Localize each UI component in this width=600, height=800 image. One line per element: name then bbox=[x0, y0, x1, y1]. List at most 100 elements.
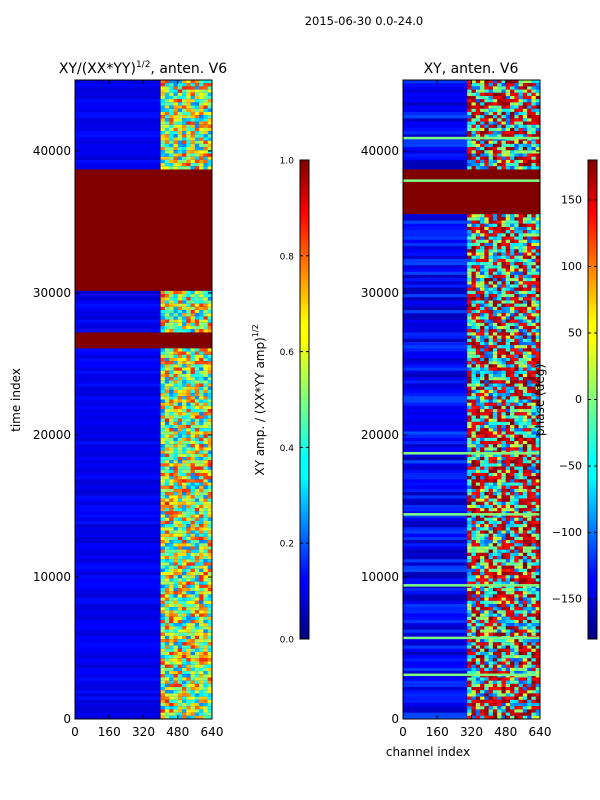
heatmap-cell bbox=[522, 80, 528, 84]
heatmap-cell bbox=[535, 163, 541, 167]
heatmap-cell bbox=[531, 329, 537, 333]
heatmap-cell bbox=[182, 86, 187, 91]
heatmap-cell bbox=[475, 300, 481, 305]
heatmap-cell-row bbox=[75, 434, 212, 439]
heatmap-cell bbox=[527, 249, 532, 254]
heatmap-cell bbox=[484, 332, 489, 337]
heatmap-cell bbox=[514, 156, 519, 161]
heatmap-cell bbox=[467, 252, 472, 257]
heatmap-cell-row bbox=[75, 626, 212, 631]
heatmap-cell bbox=[510, 549, 515, 554]
heatmap-cell bbox=[199, 108, 204, 113]
heatmap-cell bbox=[203, 619, 209, 624]
heatmap-cell bbox=[173, 143, 179, 148]
heatmap-cell bbox=[203, 163, 209, 167]
heatmap-cell bbox=[492, 150, 498, 154]
heatmap-cell bbox=[203, 444, 209, 448]
heatmap-cell bbox=[501, 623, 507, 627]
heatmap-cell bbox=[173, 386, 179, 391]
heatmap-cell bbox=[488, 594, 494, 599]
heatmap-cell bbox=[182, 402, 187, 407]
heatmap-cell bbox=[186, 89, 191, 94]
heatmap-cell bbox=[518, 361, 524, 365]
heatmap-cell bbox=[484, 485, 489, 490]
heatmap-cell bbox=[186, 140, 191, 145]
heatmap-cell bbox=[497, 603, 502, 608]
heatmap-cell bbox=[497, 111, 502, 116]
heatmap-cell bbox=[475, 447, 481, 452]
heatmap-cell bbox=[199, 163, 204, 167]
heatmap-cell bbox=[471, 121, 477, 126]
heatmap-cell bbox=[203, 517, 209, 522]
heatmap-cell-row bbox=[75, 380, 212, 385]
heatmap-cell bbox=[514, 278, 519, 282]
heatmap-cell bbox=[190, 83, 196, 87]
heatmap-cell bbox=[527, 623, 532, 627]
heatmap-cell bbox=[199, 303, 204, 308]
heatmap-cell bbox=[527, 418, 532, 423]
heatmap-cell bbox=[522, 284, 528, 289]
heatmap-cell bbox=[203, 533, 209, 538]
heatmap-cell bbox=[531, 389, 537, 394]
heatmap-cell bbox=[484, 377, 489, 381]
heatmap-cell bbox=[164, 642, 170, 647]
heatmap-cell bbox=[160, 460, 166, 464]
heatmap-cell bbox=[475, 357, 481, 362]
heatmap-cell bbox=[531, 597, 537, 602]
heatmap-cell bbox=[497, 316, 502, 321]
heatmap-cell bbox=[480, 361, 485, 365]
heatmap-cell-row bbox=[75, 565, 212, 570]
heatmap-cell bbox=[207, 300, 213, 305]
heatmap-cell bbox=[164, 150, 170, 154]
heatmap-cell bbox=[169, 520, 174, 525]
heatmap-cell bbox=[535, 619, 541, 624]
heatmap-cell-row bbox=[75, 303, 212, 308]
heatmap-cell bbox=[497, 402, 502, 407]
heatmap-cell bbox=[535, 335, 541, 340]
heatmap-cell bbox=[531, 214, 537, 218]
heatmap-cell-row bbox=[75, 562, 212, 567]
heatmap-cell bbox=[182, 89, 187, 94]
heatmap-cell bbox=[480, 92, 485, 97]
heatmap-cell bbox=[160, 399, 166, 404]
heatmap-cell bbox=[164, 377, 170, 381]
heatmap-cell bbox=[522, 236, 528, 241]
heatmap-cell bbox=[160, 607, 166, 611]
heatmap-cell bbox=[505, 549, 511, 554]
heatmap-cell bbox=[169, 329, 174, 333]
heatmap-cell-row bbox=[75, 450, 212, 455]
heatmap-cell bbox=[177, 597, 183, 602]
heatmap-cell bbox=[194, 568, 200, 573]
heatmap-cell bbox=[190, 348, 196, 353]
heatmap-cell bbox=[488, 105, 494, 110]
heatmap-cell bbox=[194, 661, 200, 666]
heatmap-cell bbox=[510, 463, 515, 468]
heatmap-cell-row bbox=[403, 169, 540, 174]
heatmap-cell bbox=[199, 409, 204, 413]
heatmap-cell bbox=[492, 351, 498, 356]
heatmap-cell bbox=[497, 249, 502, 254]
heatmap-cell bbox=[480, 99, 485, 103]
heatmap-cell bbox=[522, 265, 528, 270]
heatmap-cell bbox=[169, 530, 174, 535]
heatmap-cell bbox=[492, 565, 498, 570]
heatmap-cell bbox=[505, 329, 511, 333]
heatmap-cell bbox=[186, 540, 191, 544]
heatmap-cell bbox=[510, 255, 515, 260]
heatmap-cell bbox=[514, 594, 519, 599]
heatmap-cell bbox=[484, 603, 489, 608]
heatmap-cell bbox=[522, 313, 528, 317]
heatmap-cell bbox=[492, 140, 498, 145]
heatmap-cell bbox=[527, 143, 532, 148]
heatmap-cell bbox=[484, 546, 489, 551]
heatmap-cell bbox=[518, 594, 524, 599]
heatmap-cell bbox=[514, 348, 519, 353]
heatmap-cell bbox=[190, 153, 196, 158]
heatmap-cell bbox=[182, 533, 187, 538]
heatmap-cell bbox=[514, 233, 519, 238]
heatmap-cell bbox=[492, 377, 498, 381]
heatmap-cell bbox=[497, 268, 502, 273]
heatmap-cell bbox=[514, 332, 519, 337]
heatmap-cell bbox=[488, 591, 494, 595]
heatmap-cell bbox=[488, 322, 494, 327]
